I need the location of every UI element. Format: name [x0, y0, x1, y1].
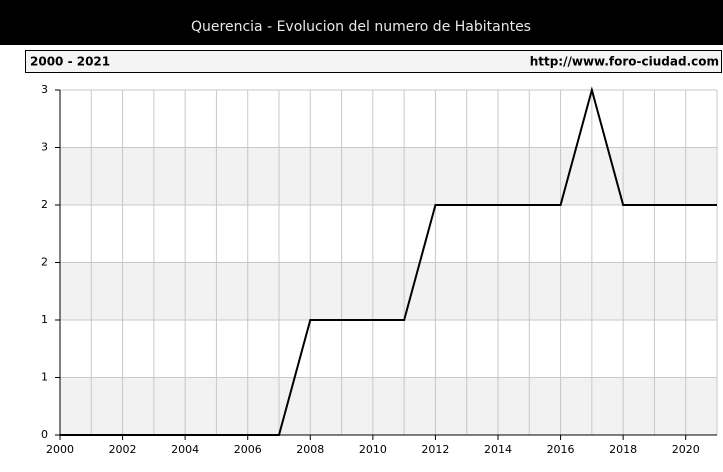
y-tick-label: 1: [41, 313, 48, 326]
y-tick-label: 3: [41, 83, 48, 96]
x-tick-label: 2010: [359, 443, 387, 456]
x-tick-label: 2006: [234, 443, 262, 456]
grid-band: [60, 377, 717, 435]
grid-band: [60, 147, 717, 205]
x-tick-label: 2000: [46, 443, 74, 456]
x-tick-label: 2018: [609, 443, 637, 456]
x-tick-label: 2008: [296, 443, 324, 456]
x-tick-label: 2002: [109, 443, 137, 456]
y-tick-label: 3: [41, 141, 48, 154]
chart-title: Querencia - Evolucion del numero de Habi…: [191, 19, 531, 35]
y-tick-label: 2: [41, 198, 48, 211]
x-tick-label: 2014: [484, 443, 512, 456]
source: http://www.foro-ciudad.com: [530, 55, 719, 69]
y-tick-label: 1: [41, 371, 48, 384]
y-tick-label: 0: [41, 428, 48, 441]
x-tick-label: 2016: [547, 443, 575, 456]
title-bar: [0, 0, 723, 45]
data-line: [60, 86, 717, 436]
y-tick-label: 2: [41, 256, 48, 269]
grid-band: [60, 262, 717, 320]
x-tick-label: 2020: [672, 443, 700, 456]
x-tick-label: 2004: [171, 443, 199, 456]
subtitle: 2000 - 2021: [30, 55, 110, 69]
subheader: [25, 50, 722, 73]
x-tick-label: 2012: [421, 443, 449, 456]
